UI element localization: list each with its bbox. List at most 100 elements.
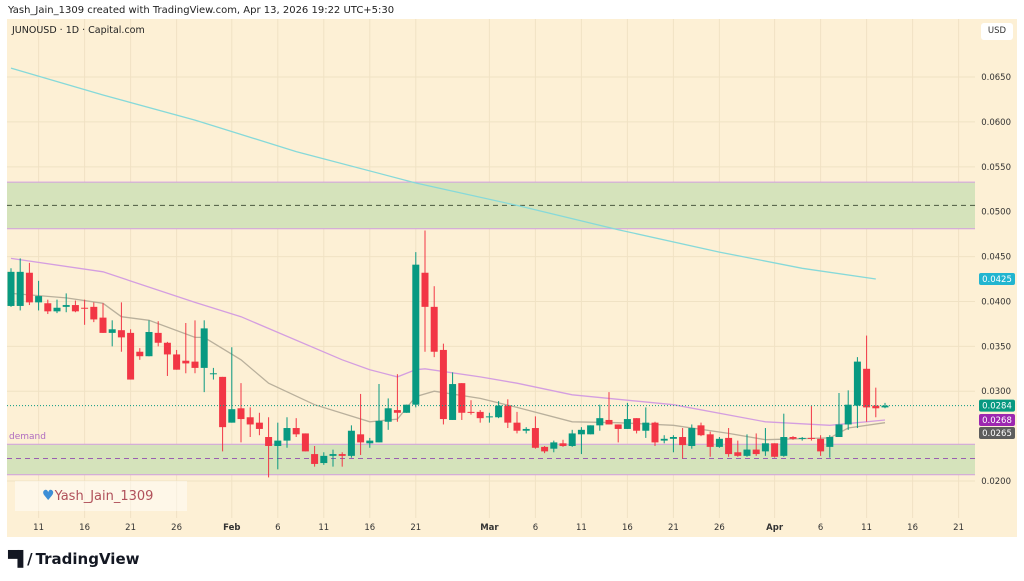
symbol-info: JUNOUSD · 1D · Capital.com: [12, 25, 145, 36]
time-tick-label: 11: [318, 523, 329, 533]
candle-body: [715, 438, 723, 447]
price-tick-label: 0.0500: [981, 208, 1011, 218]
candle-body: [504, 405, 512, 423]
candle-body: [35, 296, 43, 303]
candle-body: [347, 430, 355, 456]
candle-body: [99, 317, 107, 333]
candle-body: [780, 437, 788, 456]
price-tick-label: 0.0200: [981, 477, 1011, 487]
candle-body: [246, 417, 254, 425]
moving-average-ma_short: [10, 292, 886, 441]
price-chart[interactable]: demand 0.06500.06000.05500.05000.04500.0…: [7, 19, 1017, 537]
candle-body: [706, 434, 714, 447]
candle-body: [458, 383, 466, 413]
candle-body: [826, 437, 834, 447]
tradingview-logo[interactable]: ▀▌/TradingView: [8, 550, 139, 568]
zone-supply: [7, 182, 975, 229]
candle-body: [577, 429, 585, 435]
moving-averages: [10, 67, 886, 441]
candle-body: [449, 384, 457, 420]
candle-body: [412, 264, 420, 405]
moving-average-ma_mid: [10, 257, 886, 426]
candle-body: [25, 272, 33, 303]
candle-body: [430, 306, 438, 352]
candle-body: [117, 330, 125, 338]
watermark-text: Yash_Jain_1309: [54, 489, 154, 504]
candle-body: [338, 454, 346, 456]
candle-body: [863, 368, 871, 408]
candle-body: [62, 305, 70, 307]
candle-body: [605, 419, 613, 425]
candle-body: [642, 422, 650, 431]
time-axis: 11 16 21 26 Feb 6 11 16 21 Mar 6 11 16 21 26 Apr 6 11 16 21: [33, 523, 964, 533]
candle-body: [357, 434, 365, 443]
time-tick-label: 16: [622, 523, 633, 533]
candle-body: [559, 443, 567, 446]
candle-body: [71, 305, 79, 312]
candle-body: [127, 332, 135, 380]
candle-body: [136, 351, 144, 357]
candle-body: [495, 405, 503, 418]
candle-body: [835, 424, 843, 438]
time-tick-label: 16: [907, 523, 918, 533]
candle-body: [513, 422, 521, 431]
time-tick-label: 26: [171, 523, 182, 533]
time-tick-label: 16: [364, 523, 375, 533]
candle-body: [173, 354, 181, 370]
price-tick-label: 0.0600: [981, 118, 1011, 128]
price-tick-label: 0.0400: [981, 297, 1011, 307]
currency-button[interactable]: USD: [981, 23, 1013, 40]
candle-body: [90, 306, 98, 320]
candle-body: [660, 438, 668, 441]
candle-body: [219, 376, 227, 428]
candle-body: [531, 428, 539, 448]
candle-body: [844, 404, 852, 425]
candle-body: [200, 328, 208, 368]
candle-body: [467, 411, 475, 413]
tradingview-logo-text: TradingView: [35, 550, 140, 568]
candle-body: [853, 361, 861, 406]
candle-body: [329, 454, 337, 456]
candles: [7, 230, 889, 478]
candle-body: [163, 342, 171, 355]
time-tick-label: 11: [861, 523, 872, 533]
chart-caption: Yash_Jain_1309 created with TradingView.…: [8, 5, 395, 16]
candle-body: [16, 271, 24, 306]
candle-body: [596, 418, 604, 426]
candle-body: [393, 410, 401, 413]
candle-body: [688, 428, 696, 446]
candle-body: [182, 360, 190, 364]
time-tick-label: Mar: [480, 523, 499, 533]
tradingview-mark-icon: ▀▌/: [8, 550, 33, 568]
candle-body: [154, 332, 162, 343]
candle-body: [320, 455, 328, 464]
price-tick-label: 0.0350: [981, 342, 1011, 352]
candle-body: [587, 425, 595, 435]
blue-heart-icon: ♥: [42, 488, 55, 504]
candle-body: [311, 454, 319, 464]
time-tick-label: 6: [818, 523, 823, 533]
candle-body: [881, 405, 889, 408]
candle-body: [108, 329, 116, 333]
candle-body: [265, 437, 273, 446]
candle-body: [743, 449, 751, 456]
candle-body: [761, 443, 769, 452]
candle-body: [669, 437, 677, 439]
chart-panel[interactable]: demand 0.0650 0.0600 0.0550 0.0500 0.0450 0.0…: [7, 19, 1017, 537]
candle-body: [789, 437, 797, 439]
candle-body: [807, 437, 815, 439]
time-tick-label: Feb: [223, 523, 240, 533]
time-tick-label: Apr: [766, 523, 784, 533]
time-tick-label: 21: [410, 523, 421, 533]
candle-body: [623, 419, 631, 429]
price-label: 0.0265: [982, 429, 1012, 439]
price-labels: 0.0425 0.0284 0.0268 0.0265: [979, 273, 1015, 439]
time-tick-label: 11: [576, 523, 587, 533]
candle-body: [255, 422, 263, 429]
price-tick-label: 0.0550: [981, 163, 1011, 173]
candle-body: [81, 307, 89, 309]
candle-body: [44, 303, 52, 312]
candle-body: [614, 424, 622, 429]
candle-body: [228, 409, 236, 423]
candle-body: [550, 442, 558, 449]
